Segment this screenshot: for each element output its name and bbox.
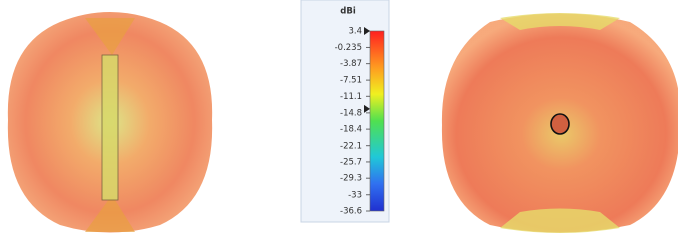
tick-label: -29.3 xyxy=(340,174,362,184)
tick-label: -25.7 xyxy=(340,157,362,167)
tick-label: -11.1 xyxy=(340,92,362,102)
colorbar-title: dBi xyxy=(340,7,356,17)
tick-label: 3.4 xyxy=(348,27,362,37)
colorbar xyxy=(370,31,384,211)
left-pattern xyxy=(8,12,212,233)
tick-label: -3.87 xyxy=(340,59,362,69)
tick-label: -36.6 xyxy=(340,207,362,217)
tick-label: -22.1 xyxy=(340,141,362,151)
tick-label: -33 xyxy=(348,190,362,200)
tick-label: -7.51 xyxy=(340,76,362,86)
screenshot: dBi 3.4 -0.235 -3.87 -7.51 -11.1 -14.8 -18.4 -2… xyxy=(0,0,678,240)
tick-label: -18.4 xyxy=(340,125,362,135)
right-pattern xyxy=(442,13,678,233)
tick-label: -14.8 xyxy=(340,108,362,118)
tick-label: -0.235 xyxy=(335,43,362,53)
